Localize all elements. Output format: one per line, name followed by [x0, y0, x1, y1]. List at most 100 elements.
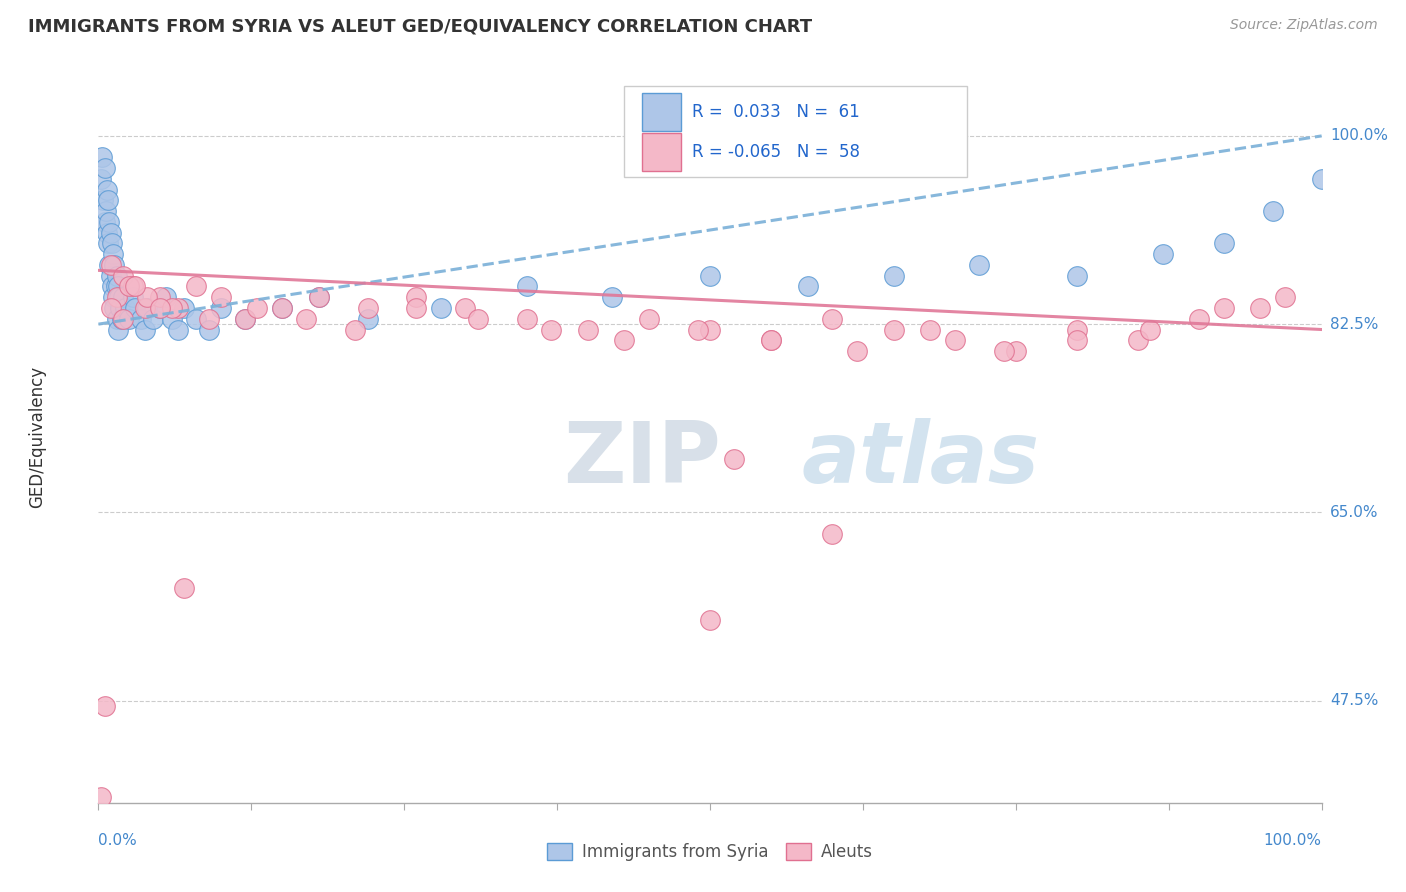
Point: [761, 333, 783, 347]
Point: [93, 698, 115, 713]
Point: [246, 301, 269, 315]
Point: [186, 311, 208, 326]
Point: [111, 268, 134, 283]
Point: [576, 322, 599, 336]
Point: [105, 268, 128, 283]
Legend: Immigrants from Syria, Aleuts: Immigrants from Syria, Aleuts: [541, 836, 879, 868]
Point: [97, 236, 120, 251]
Point: [110, 301, 132, 315]
Point: [943, 333, 966, 347]
Point: [93, 161, 115, 176]
Point: [1152, 247, 1174, 261]
Point: [101, 279, 124, 293]
Point: [405, 290, 427, 304]
Point: [100, 301, 122, 315]
Point: [1139, 322, 1161, 336]
Point: [101, 236, 124, 251]
Point: [111, 290, 134, 304]
Text: Source: ZipAtlas.com: Source: ZipAtlas.com: [1230, 18, 1378, 32]
Point: [600, 290, 623, 304]
Point: [270, 301, 294, 315]
Point: [197, 322, 219, 336]
Point: [821, 311, 844, 326]
Point: [270, 301, 294, 315]
Point: [1274, 290, 1296, 304]
Text: R = -0.065   N =  58: R = -0.065 N = 58: [692, 143, 859, 161]
Point: [540, 322, 562, 336]
Point: [699, 268, 721, 283]
Point: [105, 290, 128, 304]
Point: [100, 268, 122, 283]
Point: [1212, 236, 1234, 251]
Point: [91, 150, 114, 164]
Point: [405, 301, 427, 315]
Text: 47.5%: 47.5%: [1330, 693, 1378, 708]
Point: [821, 527, 844, 541]
Point: [100, 226, 122, 240]
Point: [149, 301, 172, 315]
Point: [344, 322, 367, 336]
Point: [129, 311, 152, 326]
Point: [967, 258, 990, 272]
Point: [1004, 344, 1026, 359]
Point: [209, 301, 232, 315]
Point: [233, 311, 256, 326]
Point: [142, 311, 165, 326]
Text: 100.0%: 100.0%: [1264, 833, 1322, 848]
Text: 65.0%: 65.0%: [1330, 505, 1378, 520]
Point: [920, 322, 942, 336]
Point: [308, 290, 330, 304]
Point: [101, 247, 124, 261]
Point: [105, 311, 128, 326]
Point: [613, 333, 636, 347]
Point: [1128, 333, 1150, 347]
Point: [103, 258, 125, 272]
Point: [454, 301, 477, 315]
Point: [149, 290, 172, 304]
Point: [90, 790, 112, 805]
Point: [356, 301, 378, 315]
Point: [107, 279, 129, 293]
Point: [155, 290, 177, 304]
Point: [1066, 333, 1088, 347]
Text: 0.0%: 0.0%: [98, 833, 138, 848]
Point: [173, 301, 195, 315]
Point: [93, 215, 115, 229]
Point: [1066, 322, 1088, 336]
Point: [136, 290, 159, 304]
Point: [111, 311, 134, 326]
Point: [356, 311, 378, 326]
Point: [173, 581, 195, 595]
Point: [101, 290, 124, 304]
Point: [100, 258, 122, 272]
Point: [118, 311, 141, 326]
Point: [103, 301, 125, 315]
Point: [209, 290, 232, 304]
Text: R =  0.033   N =  61: R = 0.033 N = 61: [692, 103, 859, 120]
Point: [167, 301, 190, 315]
Point: [121, 290, 143, 304]
Point: [121, 279, 143, 293]
Point: [160, 311, 183, 326]
Point: [134, 301, 156, 315]
Point: [96, 226, 118, 240]
Text: 82.5%: 82.5%: [1330, 317, 1378, 332]
Point: [134, 322, 156, 336]
Point: [686, 322, 709, 336]
Point: [233, 311, 256, 326]
Point: [94, 204, 117, 219]
Point: [1066, 268, 1088, 283]
Point: [104, 279, 127, 293]
Point: [111, 311, 134, 326]
Point: [1261, 204, 1284, 219]
Point: [96, 183, 118, 197]
Point: [1249, 301, 1271, 315]
FancyBboxPatch shape: [624, 86, 967, 178]
Point: [699, 613, 721, 627]
Point: [467, 311, 489, 326]
Point: [515, 279, 537, 293]
Text: IMMIGRANTS FROM SYRIA VS ALEUT GED/EQUIVALENCY CORRELATION CHART: IMMIGRANTS FROM SYRIA VS ALEUT GED/EQUIV…: [28, 18, 813, 36]
Point: [308, 290, 330, 304]
Point: [883, 322, 905, 336]
Point: [515, 311, 537, 326]
